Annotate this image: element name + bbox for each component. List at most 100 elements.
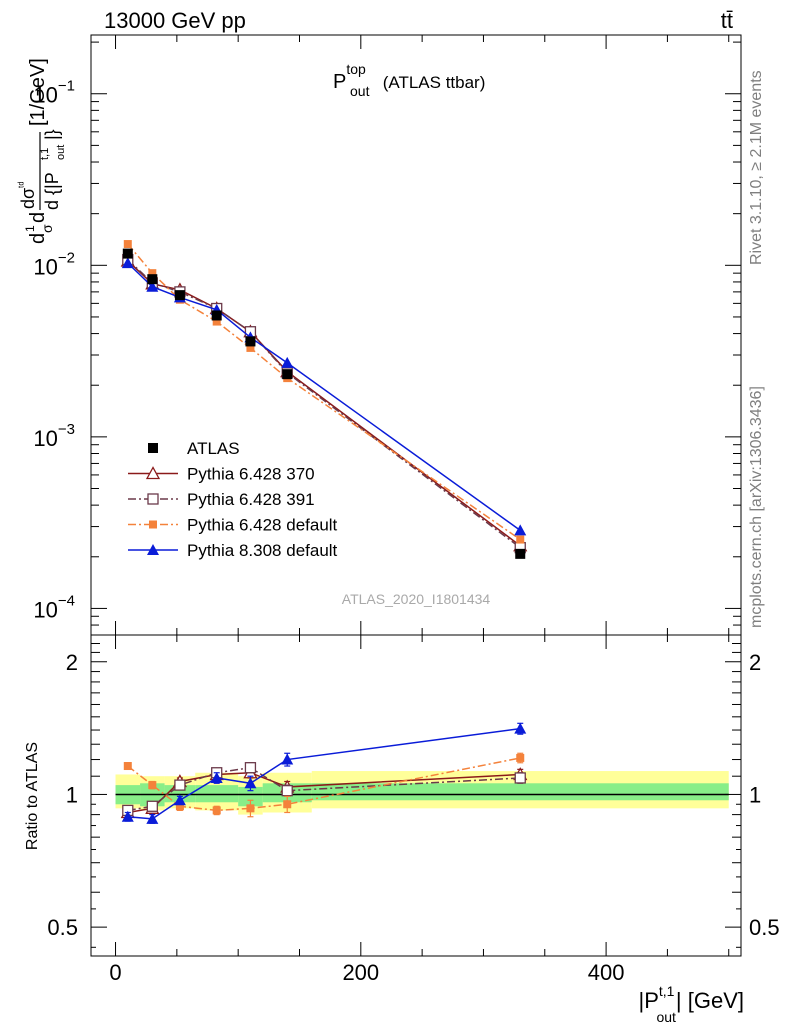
ratio-panel: 0.5 0.5 1 1 2 2 0 200 400 Ratio to ATLAS |Pt,1 ou… <box>24 634 780 1024</box>
main-ytick-labels: 10−1 10−2 10−3 10−4 <box>33 78 75 623</box>
ratio-point <box>174 779 186 791</box>
ratio-plot-area <box>115 722 729 824</box>
main-point <box>281 356 294 368</box>
ratio-point <box>281 785 293 797</box>
legend-marker <box>149 520 157 529</box>
ratio-band-inner <box>311 783 729 801</box>
legend-label: Pythia 6.428 391 <box>187 490 315 509</box>
ratio-ytick-label: 2 <box>66 650 78 675</box>
main-point <box>211 310 222 321</box>
xtick-label: 200 <box>342 960 379 985</box>
ratio-band-inner <box>238 786 263 807</box>
main-ylabel: d 1 σ d dσ ᵗᵈ d {|P t,1 out |} [1/GeV] <box>17 58 67 244</box>
main-ytick-label: 10−2 <box>33 249 75 279</box>
rivet-label: Rivet 3.1.10, ≥ 2.1M events <box>748 70 765 265</box>
ratio-point <box>210 771 223 783</box>
legend-entry: Pythia 6.428 391 <box>128 490 315 509</box>
main-ytick-label: 10−3 <box>33 421 75 451</box>
legend-marker <box>147 493 159 505</box>
legend: ATLAS Pythia 6.428 370 Pythia 6.428 391 Pyt… <box>128 439 338 560</box>
legend-label: Pythia 6.428 370 <box>187 465 315 484</box>
main-point <box>123 240 132 249</box>
ratio-point <box>516 753 525 762</box>
svg-text:ᵗᵈ: ᵗᵈ <box>17 181 29 188</box>
legend-label: Pythia 8.308 default <box>187 541 338 560</box>
legend-entry: Pythia 8.308 default <box>128 541 338 560</box>
ratio-point <box>146 812 159 824</box>
ratio-point <box>173 794 186 806</box>
main-point <box>282 369 293 380</box>
main-series-0 <box>122 248 526 559</box>
main-ytick-label: 10−4 <box>33 592 75 622</box>
analysis-id: ATLAS_2020_I1801434 <box>342 591 491 607</box>
ratio-point <box>514 722 527 734</box>
ratio-ylabel: Ratio to ATLAS <box>24 742 41 850</box>
legend-entry: ATLAS <box>148 439 240 458</box>
svg-text:1: 1 <box>23 225 37 232</box>
ratio-point <box>148 781 157 790</box>
svg-text:d: d <box>27 212 49 223</box>
main-point <box>515 548 526 559</box>
main-point <box>147 274 158 285</box>
main-series-3 <box>123 240 525 544</box>
legend-marker <box>147 544 159 555</box>
legend-entry: Pythia 6.428 370 <box>128 465 315 484</box>
ratio-point <box>175 802 184 811</box>
ratio-point <box>146 800 158 812</box>
ratio-point <box>283 800 292 809</box>
main-point <box>245 336 256 347</box>
svg-text:|}: |} <box>42 129 62 140</box>
legend-label: ATLAS <box>187 439 240 458</box>
ratio-frame <box>90 634 742 957</box>
ratio-point <box>123 762 132 771</box>
ratio-ytick-label-right: 2 <box>749 650 761 675</box>
legend-entry: Pythia 6.428 default <box>128 516 338 535</box>
ratio-ticks <box>91 635 741 956</box>
plot-title: Ptop out (ATLAS ttbar) <box>333 61 485 99</box>
legend-marker <box>148 443 158 453</box>
process-label: tt̄ <box>721 8 733 33</box>
ratio-series-3 <box>121 722 527 824</box>
energy-label: 13000 GeV pp <box>104 8 246 33</box>
main-plot-area <box>120 240 528 559</box>
main-point <box>122 248 133 259</box>
main-point <box>146 280 159 292</box>
main-panel: 10−1 10−2 10−3 10−4 Ptop out (ATLAS ttbar) A… <box>17 34 742 636</box>
main-point <box>174 290 185 301</box>
ratio-point <box>514 772 526 784</box>
ratio-tick-labels: 0.5 0.5 1 1 2 2 0 200 400 <box>47 650 779 985</box>
svg-text:t,1: t,1 <box>39 148 51 160</box>
main-point <box>516 535 525 544</box>
svg-text:σ: σ <box>39 224 55 233</box>
xtick-label: 400 <box>588 960 625 985</box>
main-point <box>148 269 157 278</box>
main-point <box>121 257 134 269</box>
xtick-label: 0 <box>109 960 121 985</box>
main-point <box>246 343 255 352</box>
x-axis-label: |Pt,1 out| [GeV] <box>638 983 744 1024</box>
ratio-point <box>212 806 221 815</box>
svg-text:d: d <box>27 233 49 244</box>
legend-label: Pythia 6.428 default <box>187 516 338 535</box>
ratio-point <box>281 753 294 765</box>
main-ytick-label: 10−1 <box>33 78 75 108</box>
ratio-point <box>244 777 257 789</box>
svg-text:d {|P: d {|P <box>42 172 62 210</box>
ratio-ytick-label: 1 <box>66 782 78 807</box>
ratio-ytick-label-right: 0.5 <box>749 915 780 940</box>
ratio-ytick-label-right: 1 <box>749 782 761 807</box>
svg-text:dσ: dσ <box>18 188 38 209</box>
main-ticks <box>91 35 741 636</box>
ratio-point <box>246 804 255 813</box>
mcplots-label: mcplots.cern.ch [arXiv:1306.3436] <box>748 386 765 628</box>
main-point <box>212 317 221 326</box>
ratio-series-2 <box>123 752 525 818</box>
ratio-point <box>121 810 134 822</box>
ratio-point <box>244 762 257 774</box>
ratio-band-inner <box>195 785 239 803</box>
legend-marker <box>145 466 161 480</box>
svg-text:out: out <box>55 145 67 160</box>
ratio-ytick-label: 0.5 <box>47 915 78 940</box>
main-point <box>514 524 527 536</box>
